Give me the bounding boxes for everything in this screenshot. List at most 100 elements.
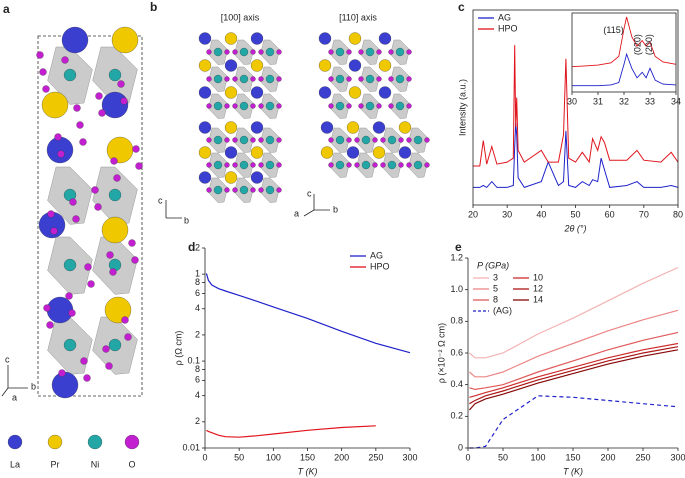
view-label: [100] axis [221, 12, 260, 22]
atom [406, 49, 412, 55]
y-tick-label: 0.4 [450, 379, 463, 389]
atom [224, 59, 238, 72]
atom [346, 146, 360, 159]
atom [320, 146, 334, 159]
chart: 0 50 100 150 200 250 300 0 0.2 0.4 0.6 0.8 1.0 1.2 T (… [436, 252, 685, 476]
atom [387, 160, 397, 170]
atom [43, 304, 51, 312]
x-tick-label: 34 [671, 96, 681, 106]
atom [101, 91, 129, 119]
x-axis-label: T (K) [298, 466, 318, 476]
x-tick-label: 250 [368, 452, 383, 462]
atom [388, 49, 394, 55]
y-tick-label: 0.2 [450, 411, 463, 421]
data-line [205, 273, 411, 354]
y-axis-label: ρ (×10⁻² Ω cm) [436, 323, 446, 383]
atom [265, 47, 275, 57]
legend-label: (AG) [493, 305, 512, 315]
atom [113, 174, 121, 182]
atom [424, 137, 430, 143]
atom [57, 150, 65, 158]
x-tick-label: 30 [502, 209, 512, 219]
atom [224, 76, 230, 82]
x-tick-label: 50 [498, 452, 508, 462]
atom [80, 357, 88, 365]
atom [132, 145, 140, 153]
y-tick-label: 6 [195, 375, 200, 385]
atom [265, 135, 275, 145]
atom [124, 434, 140, 450]
atom [335, 47, 345, 57]
atom [335, 101, 345, 111]
atom [328, 49, 334, 55]
atom [128, 239, 136, 247]
data-line [469, 395, 679, 449]
atom [250, 76, 256, 82]
x-tick-label: 50 [234, 452, 244, 462]
atom [72, 215, 80, 223]
atom [232, 103, 238, 109]
legend-title: P (GPa) [477, 260, 509, 270]
atom [424, 162, 430, 168]
x-tick-label: 30 [567, 96, 577, 106]
atom [239, 185, 249, 195]
atom [239, 135, 249, 145]
y-tick-label: 2 [195, 329, 200, 339]
atom [224, 137, 230, 143]
atom [346, 121, 360, 134]
data-line [469, 346, 679, 405]
legend-label: Pr [51, 459, 60, 469]
panel-label: e [455, 240, 462, 254]
atom [224, 86, 238, 99]
atom [378, 32, 392, 45]
atom [376, 49, 382, 55]
atom [232, 187, 238, 193]
y-tick-label: 0.8 [450, 316, 463, 326]
data-line [469, 266, 679, 359]
x-tick-label: 70 [639, 209, 649, 219]
data-line [473, 45, 679, 167]
atom [361, 160, 371, 170]
x-tick-label: 33 [645, 96, 655, 106]
legend-label: AG [370, 250, 383, 260]
atom [372, 137, 378, 143]
y-tick-label: 0.6 [450, 347, 463, 357]
atom [124, 333, 132, 341]
atom [61, 26, 89, 54]
atom [54, 133, 62, 141]
atom [365, 74, 375, 84]
panel-label: c [458, 0, 465, 14]
x-tick-label: 300 [402, 452, 417, 462]
y-tick-label: 1.0 [450, 284, 463, 294]
atom [346, 137, 352, 143]
atom [395, 47, 405, 57]
y-tick-label: 1.2 [450, 252, 463, 262]
data-line [572, 52, 677, 87]
data-line [468, 349, 679, 411]
atom [42, 85, 50, 93]
atom [239, 160, 249, 170]
atom [250, 86, 264, 99]
atom [276, 137, 282, 143]
atom [388, 103, 394, 109]
atom [276, 187, 282, 193]
atom [95, 92, 103, 100]
atom [406, 162, 412, 168]
x-tick-label: 150 [300, 452, 315, 462]
atom [224, 187, 230, 193]
atom [105, 362, 113, 370]
atom [378, 59, 392, 72]
atom [250, 171, 264, 184]
atom [239, 47, 249, 57]
atom [258, 103, 264, 109]
atom [121, 316, 129, 324]
atom [41, 91, 69, 119]
x-tick-label: 0 [202, 452, 207, 462]
atom [335, 160, 345, 170]
x-tick-label: 100 [530, 452, 545, 462]
atom [265, 160, 275, 170]
atom [365, 101, 375, 111]
atom [276, 103, 282, 109]
atom [108, 338, 122, 352]
